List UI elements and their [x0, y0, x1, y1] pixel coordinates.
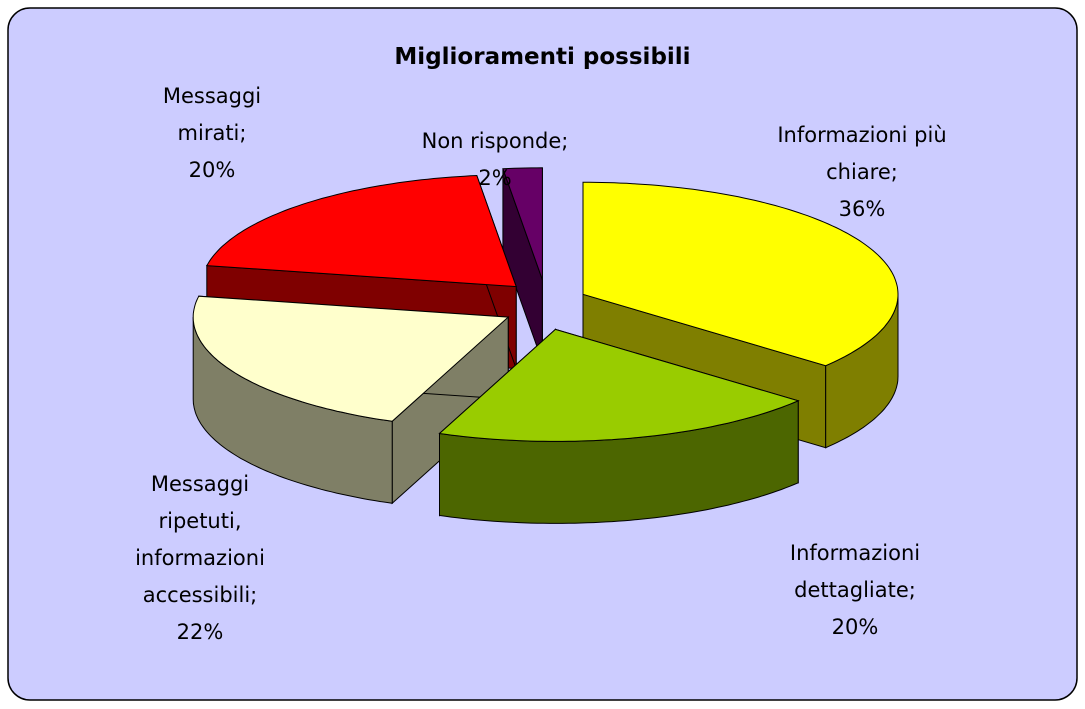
slice	[438, 328, 800, 442]
category-label: Informazioni più chiare;	[777, 123, 947, 184]
slice	[192, 295, 510, 422]
value-label: 2%	[478, 166, 512, 190]
data-label: Informazioni dettagliate; 20%	[760, 535, 950, 646]
category-label: Messaggi ripetuti, informazioni accessib…	[135, 472, 265, 607]
category-label: Non risponde;	[421, 129, 569, 153]
value-label: 20%	[188, 158, 236, 182]
data-label: Non risponde; 2%	[395, 123, 595, 197]
chart-title: Miglioramenti possibili	[394, 44, 691, 70]
category-label: Informazioni dettagliate;	[789, 541, 921, 602]
value-label: 20%	[831, 615, 879, 639]
value-label: 36%	[838, 197, 886, 221]
slice	[582, 181, 899, 367]
value-label: 22%	[176, 620, 224, 644]
data-label: Informazioni più chiare; 36%	[772, 117, 952, 228]
slice	[502, 167, 543, 280]
data-label: Messaggi ripetuti, informazioni accessib…	[120, 466, 280, 651]
category-label: Messaggi mirati;	[162, 84, 262, 145]
slice	[205, 174, 517, 288]
data-label: Messaggi mirati; 20%	[142, 78, 282, 189]
